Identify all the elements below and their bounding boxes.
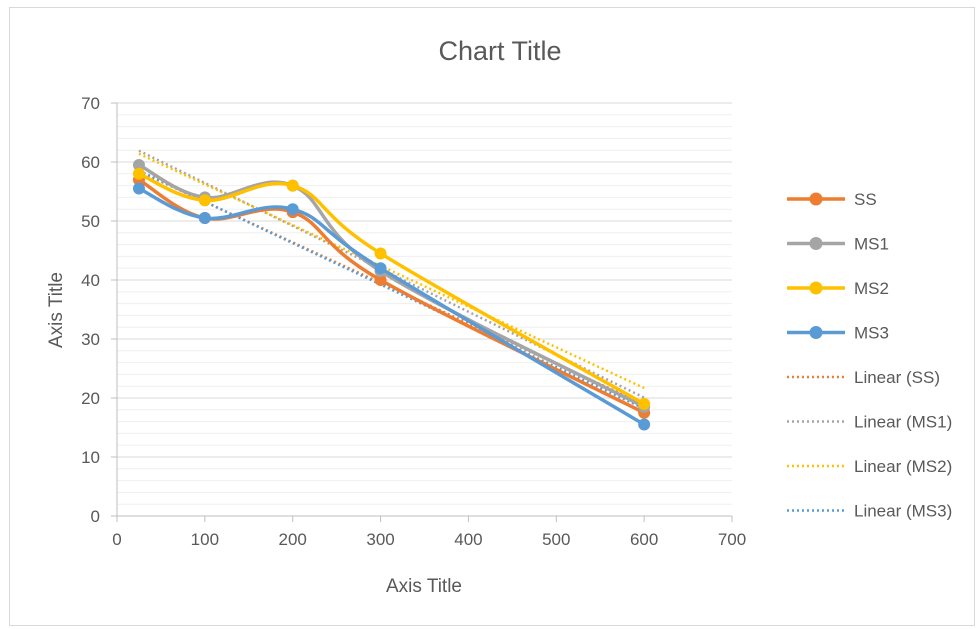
axes — [111, 102, 733, 522]
data-point-ms3 — [374, 262, 387, 275]
legend-item-linear-ss: Linear (SS) — [787, 368, 940, 387]
data-point-ms2 — [286, 179, 299, 192]
legend-label: MS1 — [854, 235, 889, 254]
data-point-ms2 — [198, 194, 211, 207]
data-point-ms2 — [374, 247, 387, 260]
x-tick-label: 400 — [454, 530, 482, 549]
legend-marker — [809, 326, 823, 339]
legend-item-ms3: MS3 — [787, 324, 889, 343]
data-point-ms2 — [132, 167, 145, 180]
data-point-ms3 — [132, 182, 145, 195]
y-tick-label: 10 — [81, 448, 100, 467]
data-point-ss — [374, 274, 387, 286]
series-ms2 — [132, 167, 651, 410]
y-tick-label: 60 — [81, 153, 100, 172]
legend-label: Linear (MS1) — [854, 413, 952, 432]
x-tick-label: 100 — [191, 530, 219, 549]
x-tick-label: 200 — [279, 530, 307, 549]
legend: SS MS1 MS2 MS3 Linear (SS) Linear (MS1) Linear… — [787, 190, 952, 521]
y-tick-label: 0 — [91, 507, 100, 526]
y-tick-label: 30 — [81, 330, 100, 349]
trendline-ms3 — [138, 169, 645, 410]
legend-label: Linear (MS2) — [854, 457, 952, 476]
legend-item-ss: SS — [787, 190, 877, 209]
legend-marker — [809, 281, 823, 295]
y-tick-label: 50 — [81, 212, 100, 231]
x-tick-label: 300 — [366, 530, 394, 549]
gridlines — [117, 102, 732, 517]
legend-label: MS2 — [854, 279, 889, 298]
x-tick-label: 0 — [112, 530, 121, 549]
series-ms3 — [132, 182, 651, 431]
data-point-ms1 — [132, 158, 145, 171]
legend-item-ms1: MS1 — [787, 235, 889, 254]
y-tick-label: 20 — [81, 389, 100, 408]
data-point-ms3 — [638, 418, 651, 431]
tick-labels: 0 100 200 300 400 500 600 700 0 10 20 30 40 50 60 70 — [81, 94, 746, 549]
data-point-ms3 — [286, 203, 299, 216]
legend-label: SS — [854, 190, 877, 209]
series-line-ss — [138, 178, 645, 415]
chart-title: Chart Title — [438, 36, 561, 66]
legend-label: Linear (SS) — [854, 368, 940, 387]
x-axis-title: Axis Title — [386, 576, 462, 597]
y-tick-label: 40 — [81, 271, 100, 290]
x-tick-label: 700 — [718, 530, 746, 549]
legend-marker — [809, 192, 823, 206]
legend-item-linear-ms1: Linear (MS1) — [787, 413, 952, 432]
legend-marker — [809, 237, 823, 250]
x-tick-label: 500 — [542, 530, 570, 549]
legend-item-linear-ms2: Linear (MS2) — [787, 457, 952, 476]
legend-item-linear-ms3: Linear (MS3) — [787, 502, 952, 521]
legend-label: Linear (MS3) — [854, 502, 952, 521]
legend-label: MS3 — [854, 324, 889, 343]
y-axis-title: Axis Title — [46, 272, 67, 348]
data-point-ms3 — [198, 212, 211, 225]
legend-item-ms2: MS2 — [787, 279, 889, 298]
x-tick-label: 600 — [630, 530, 658, 549]
data-point-ms2 — [638, 397, 651, 410]
trendline-ms2 — [138, 152, 645, 390]
y-tick-label: 70 — [81, 94, 100, 113]
series-line-ms3 — [138, 186, 646, 427]
series-layer — [132, 158, 651, 431]
